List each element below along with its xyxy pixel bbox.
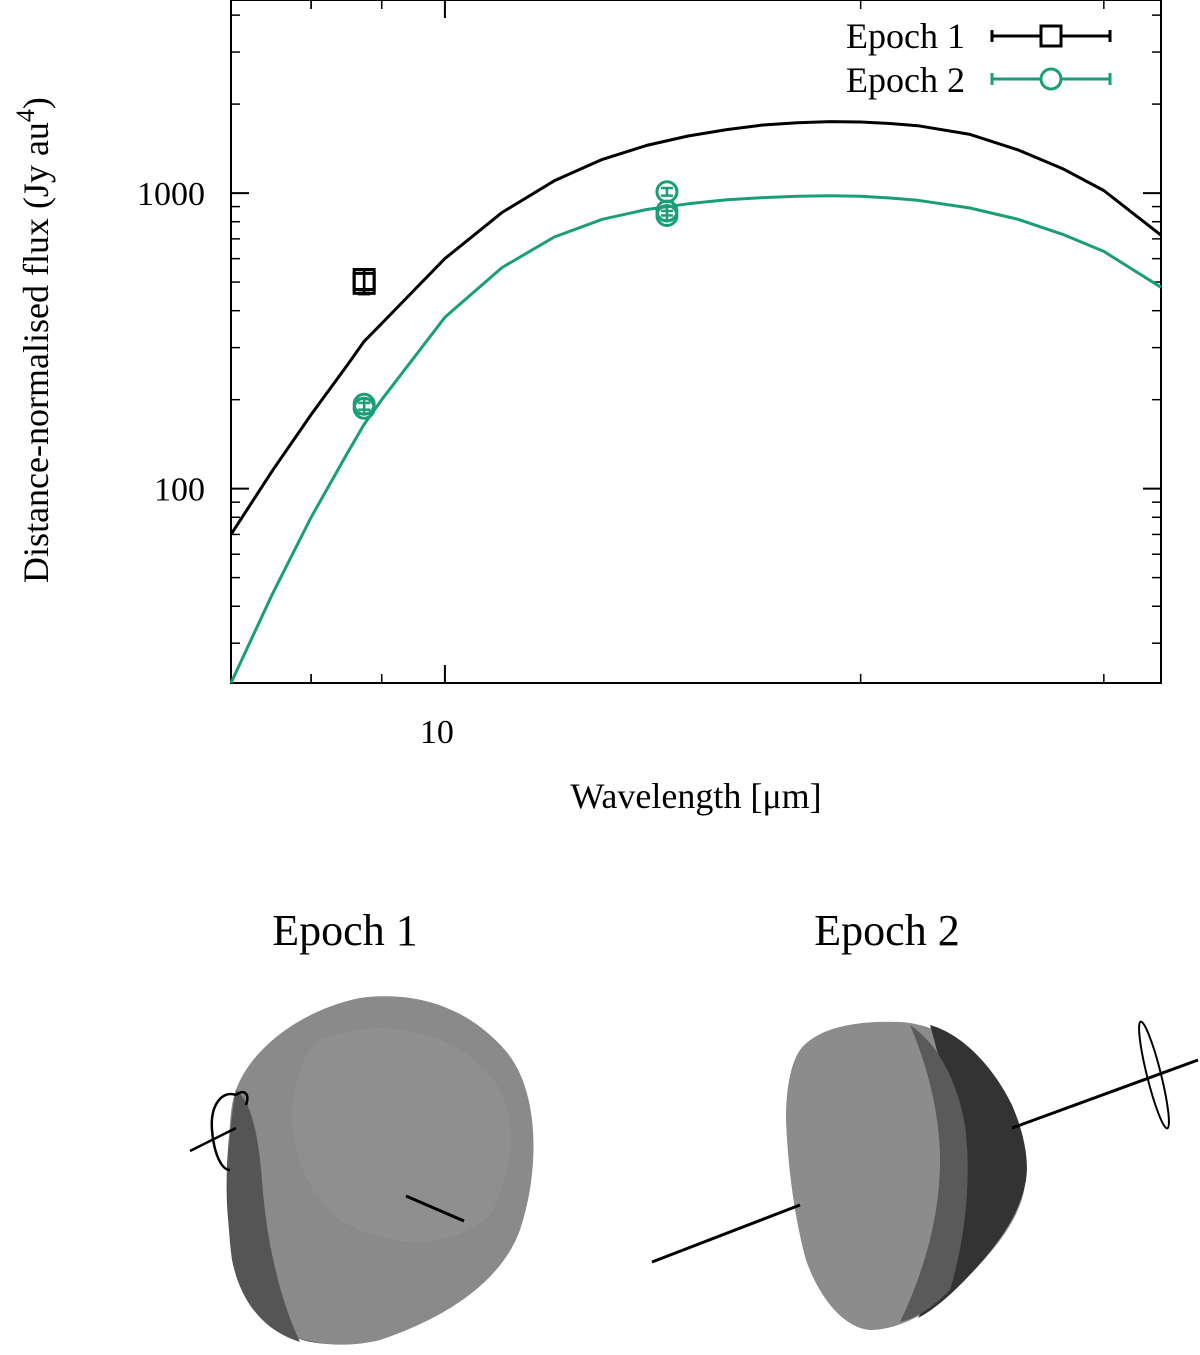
epoch2-panel-title: Epoch 2 (814, 906, 959, 955)
x-axis-label: Wavelength [μm] (570, 776, 821, 816)
data-point-circle (655, 203, 679, 227)
epoch2-rotation-ellipse (1138, 1020, 1170, 1130)
legend-label-epoch1: Epoch 1 (846, 16, 965, 56)
plot-frame (230, 0, 1162, 684)
model-curve-series-1 (229, 120, 1162, 536)
epoch1-rotation-loop (210, 1090, 249, 1172)
sed-chart: 10 100 1000 Wavelength [μm] Distance-norma… (11, 0, 1162, 816)
y-tick-label: 100 (154, 472, 205, 509)
minor-ticks (231, 0, 1161, 683)
epoch1-panel-title: Epoch 1 (272, 906, 417, 955)
epoch1-shape-shade (227, 1090, 300, 1342)
epoch1-spin-axis-front (405, 1194, 465, 1223)
data-points (352, 180, 679, 420)
epoch2-spin-axis-front (651, 1203, 801, 1264)
epoch2-asteroid-shape (651, 1020, 1199, 1330)
epoch1-asteroid-shape (189, 996, 534, 1345)
epoch2-spin-axis-back (1011, 1058, 1199, 1130)
y-axis-label-close: ) (16, 97, 56, 109)
epoch2-shape-terminator (900, 1025, 968, 1322)
x-tick-label: 10 (420, 714, 454, 751)
shape-models: Epoch 1 Epoch 2 (189, 906, 1199, 1345)
epoch1-shape-highlight (292, 1027, 511, 1242)
model-curve-series-2 (229, 194, 1162, 684)
y-axis-label: Distance-normalised flux (Jy au4) (11, 97, 56, 583)
y-axis-label-superscript: 4 (11, 109, 40, 122)
legend-marker-square (1039, 24, 1063, 48)
y-tick-label: 1000 (137, 176, 205, 213)
model-curves (229, 120, 1162, 684)
y-axis-label-main: Distance-normalised flux (Jy au (16, 122, 56, 583)
data-point-circle (352, 396, 376, 420)
legend: Epoch 1 Epoch 2 (846, 16, 1112, 100)
epoch2-shape-shadow (918, 1025, 1027, 1318)
data-point-square (352, 271, 376, 295)
major-ticks: 10 100 1000 (137, 0, 1161, 751)
legend-label-epoch2: Epoch 2 (846, 60, 965, 100)
legend-marker-circle (1039, 67, 1063, 91)
